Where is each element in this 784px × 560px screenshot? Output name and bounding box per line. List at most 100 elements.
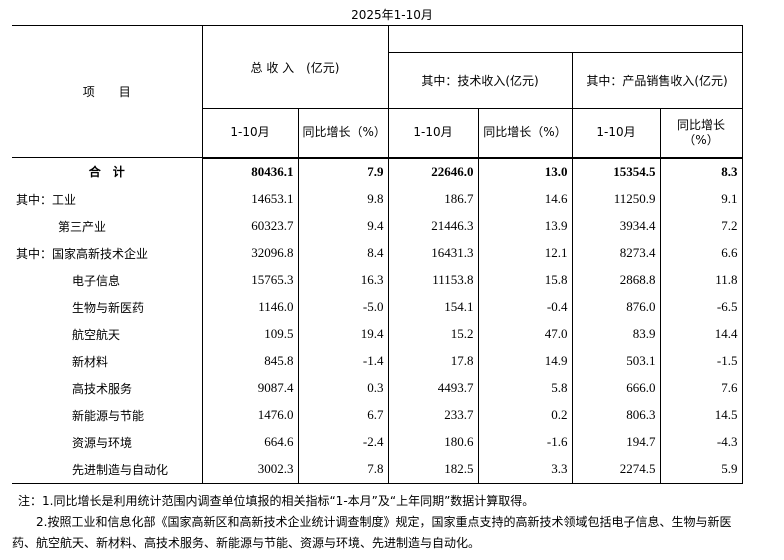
cell: 1476.0 — [201, 401, 299, 429]
cell: 14.5 — [659, 401, 743, 429]
table-row: 高技术服务 9087.4 0.3 4493.7 5.8 666.0 7.6 — [12, 374, 743, 402]
cell: 154.1 — [387, 293, 479, 321]
cell: -1.4 — [297, 347, 389, 375]
table-row: 航空航天 109.5 19.4 15.2 47.0 83.9 14.4 — [12, 320, 743, 348]
table-row: 生物与新医药 1146.0 -5.0 154.1 -0.4 876.0 -6.5 — [12, 293, 743, 321]
cell: 666.0 — [571, 374, 661, 402]
row-label: 其中：国家高新技术企业 — [12, 239, 203, 267]
cell: 14.6 — [477, 185, 573, 213]
cell: 4493.7 — [387, 374, 479, 402]
cell: 7.8 — [297, 455, 389, 484]
table-row: 新能源与节能 1476.0 6.7 233.7 0.2 806.3 14.5 — [12, 401, 743, 429]
cell: -6.5 — [659, 293, 743, 321]
table-title: 2025年1-10月 — [351, 8, 433, 22]
note-text: 2.按照工业和信息化部《国家高新区和高新技术企业统计调查制度》规定，国家重点支持… — [12, 515, 732, 550]
cell: -1.6 — [477, 428, 573, 456]
cell: 233.7 — [387, 401, 479, 429]
cell: 15.2 — [387, 320, 479, 348]
cell: 9.4 — [297, 212, 389, 240]
cell: 21446.3 — [387, 212, 479, 240]
cell: 0.3 — [297, 374, 389, 402]
cell: 11153.8 — [387, 266, 479, 294]
note-text: 1.同比增长是利用统计范围内调查单位填报的相关指标“1-本月”及“上年同期”数据… — [42, 494, 535, 508]
cell: 503.1 — [571, 347, 661, 375]
group-header: 其中：技术收入(亿元) — [388, 52, 573, 109]
cell: 8273.4 — [571, 239, 661, 267]
group-header: 其中：产品销售收入(亿元) — [571, 52, 743, 109]
cell: 14653.1 — [201, 185, 299, 213]
cell: -5.0 — [297, 293, 389, 321]
row-label: 新能源与节能 — [12, 401, 203, 429]
table-row: 新材料 845.8 -1.4 17.8 14.9 503.1 -1.5 — [12, 347, 743, 375]
cell: 13.9 — [477, 212, 573, 240]
cell: 194.7 — [571, 428, 661, 456]
cell: 8.3 — [659, 157, 743, 186]
row-label: 其中：工业 — [12, 185, 203, 213]
cell: 180.6 — [387, 428, 479, 456]
cell: -0.4 — [477, 293, 573, 321]
row-label: 资源与环境 — [12, 428, 203, 456]
header-blank — [387, 25, 743, 53]
cell: 16.3 — [297, 266, 389, 294]
cell: 15765.3 — [201, 266, 299, 294]
cell: 7.2 — [659, 212, 743, 240]
cell: -4.3 — [659, 428, 743, 456]
cell: 17.8 — [387, 347, 479, 375]
cell: 32096.8 — [201, 239, 299, 267]
cell: 806.3 — [571, 401, 661, 429]
table-row: 其中：工业 14653.1 9.8 186.7 14.6 11250.9 9.1 — [12, 185, 743, 213]
cell: 845.8 — [201, 347, 299, 375]
cell: 47.0 — [477, 320, 573, 348]
cell: 9.1 — [659, 185, 743, 213]
table-row: 资源与环境 664.6 -2.4 180.6 -1.6 194.7 -4.3 — [12, 428, 743, 456]
sub-header: 同比增长（%） — [659, 108, 743, 159]
cell: 16431.3 — [387, 239, 479, 267]
cell: 12.1 — [477, 239, 573, 267]
note: 注：1.同比增长是利用统计范围内调查单位填报的相关指标“1-本月”及“上年同期”… — [18, 491, 748, 512]
cell: 11.8 — [659, 266, 743, 294]
cell: 22646.0 — [387, 157, 479, 186]
table-row: 电子信息 15765.3 16.3 11153.8 15.8 2868.8 11.8 — [12, 266, 743, 294]
sub-header: 1-10月 — [202, 108, 299, 159]
cell: 80436.1 — [201, 157, 299, 186]
cell: -1.5 — [659, 347, 743, 375]
data-table: 项 目 总 收 入 (亿元) 其中：技术收入(亿元) 其中：产品销售收入(亿元)… — [12, 25, 743, 484]
table-row: 第三产业 60323.7 9.4 21446.3 13.9 3934.4 7.2 — [12, 212, 743, 240]
cell: 15354.5 — [571, 157, 661, 186]
row-label: 新材料 — [12, 347, 203, 375]
sub-header: 1-10月 — [387, 108, 479, 159]
table-row: 先进制造与自动化 3002.3 7.8 182.5 3.3 2274.5 5.9 — [12, 455, 743, 484]
table-row: 其中：国家高新技术企业 32096.8 8.4 16431.3 12.1 8273.4 6.… — [12, 239, 743, 267]
cell: 9087.4 — [201, 374, 299, 402]
cell: 664.6 — [201, 428, 299, 456]
row-label: 先进制造与自动化 — [12, 455, 203, 484]
cell: 8.4 — [297, 239, 389, 267]
cell: 19.4 — [297, 320, 389, 348]
group-header: 总 收 入 (亿元) — [201, 25, 389, 109]
cell: 5.9 — [659, 455, 743, 484]
cell: 9.8 — [297, 185, 389, 213]
row-label: 电子信息 — [12, 266, 203, 294]
note-label: 注： — [18, 494, 43, 508]
row-label: 生物与新医药 — [12, 293, 203, 321]
row-label: 航空航天 — [12, 320, 203, 348]
item-header: 项 目 — [12, 25, 203, 158]
cell: 11250.9 — [571, 185, 661, 213]
sub-header: 同比增长（%） — [297, 108, 389, 159]
cell: 14.4 — [659, 320, 743, 348]
cell: 7.6 — [659, 374, 743, 402]
cell: 6.6 — [659, 239, 743, 267]
cell: 83.9 — [571, 320, 661, 348]
row-label: 合 计 — [12, 157, 203, 186]
cell: 5.8 — [477, 374, 573, 402]
cell: -2.4 — [297, 428, 389, 456]
cell: 2274.5 — [571, 455, 661, 484]
cell: 3002.3 — [201, 455, 299, 484]
cell: 15.8 — [477, 266, 573, 294]
cell: 13.0 — [477, 157, 573, 186]
cell: 6.7 — [297, 401, 389, 429]
row-label: 高技术服务 — [12, 374, 203, 402]
cell: 186.7 — [387, 185, 479, 213]
cell: 1146.0 — [201, 293, 299, 321]
sub-header: 1-10月 — [571, 108, 661, 159]
